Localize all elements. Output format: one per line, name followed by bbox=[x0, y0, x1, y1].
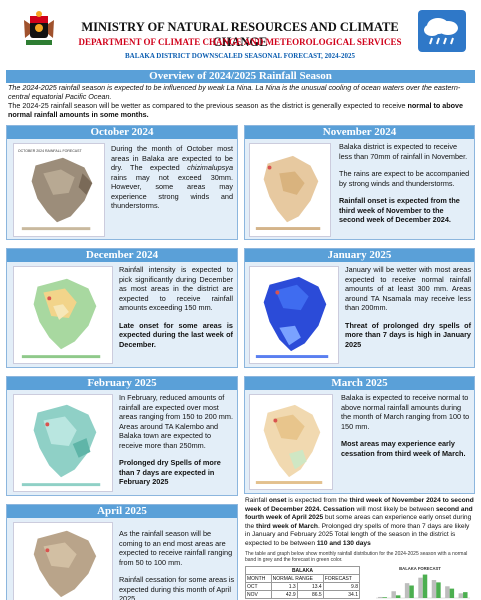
chart-bar bbox=[382, 597, 387, 598]
rainfall-map bbox=[13, 394, 113, 492]
chart-bar bbox=[404, 583, 410, 598]
chart-bar bbox=[418, 577, 423, 598]
rainfall-map bbox=[13, 522, 113, 600]
chart-bar bbox=[445, 586, 450, 598]
season-summary-text: Rainfall onset is expected from the thir… bbox=[245, 497, 474, 547]
table-row: NOV 42.9 86.5 34.1 bbox=[245, 590, 361, 599]
panel-text: January will be wetter with most areas e… bbox=[345, 265, 471, 349]
overview-text: The 2024-2025 rainfall season is expecte… bbox=[6, 83, 475, 119]
overview-line2: The 2024-25 rainfall season will be wett… bbox=[8, 101, 464, 119]
panel-title: February 2025 bbox=[7, 377, 237, 390]
panel-text: In February, reduced amounts of rainfall… bbox=[119, 393, 233, 486]
rainfall-map: OCTOBER 2024 RAINFALL FORECAST bbox=[13, 143, 105, 237]
rainfall-map bbox=[249, 143, 331, 237]
table-header: FORECAST bbox=[322, 574, 361, 583]
chart-bar bbox=[395, 595, 401, 598]
chart-bar bbox=[409, 585, 414, 598]
rainfall-map bbox=[249, 394, 333, 490]
panel-january: January 2025 January will be wetter with… bbox=[244, 248, 475, 368]
rainfall-map bbox=[13, 266, 113, 364]
panel-text: As the rainfall season will be coming to… bbox=[119, 529, 235, 600]
table-caption: The table and graph below show monthly r… bbox=[245, 551, 468, 564]
panel-text: Balaka district is expected to receive l… bbox=[339, 142, 470, 224]
chart-bar bbox=[449, 588, 455, 598]
panel-title: December 2024 bbox=[7, 249, 237, 262]
chart-bar bbox=[458, 593, 464, 598]
overview-line1: The 2024-2025 rainfall season is expecte… bbox=[8, 83, 461, 101]
rainfall-map bbox=[249, 266, 339, 364]
panel-title: March 2025 bbox=[245, 377, 474, 390]
chart-bar bbox=[431, 580, 437, 598]
chart-bar bbox=[436, 582, 441, 598]
forecast-table: BALAKA MONTH NORMAL RANGE FORECAST OCT 1.… bbox=[245, 566, 361, 599]
panel-text: Rainfall intensity is expected to pick s… bbox=[119, 265, 233, 349]
panel-march: March 2025 Balaka is expected to receive… bbox=[244, 376, 475, 494]
department-title: DEPARTMENT OF CLIMATE CHANGE AND METEORO… bbox=[78, 37, 402, 47]
weather-cloud-logo bbox=[418, 10, 466, 52]
ministry-title: MINISTRY OF NATURAL RESOURCES AND CLIMAT… bbox=[81, 20, 399, 49]
overview-heading: Overview of 2024/2025 Rainfall Season bbox=[6, 70, 475, 83]
panel-november: November 2024 Balaka district is expecte… bbox=[244, 125, 475, 240]
malawi-coat-of-arms-logo bbox=[22, 10, 56, 48]
panel-april: April 2025 As the rainfall season will b… bbox=[6, 504, 238, 600]
panel-october: October 2024 OCTOBER 2024 RAINFALL FOREC… bbox=[6, 125, 238, 240]
panel-december: December 2024 Rainfall intensity is expe… bbox=[6, 248, 238, 368]
panel-title: January 2025 bbox=[245, 249, 474, 262]
table-row: OCT 1.3 13.4 9.8 bbox=[245, 582, 361, 591]
chart-bar bbox=[391, 591, 396, 598]
panel-february: February 2025 In February, reduced amoun… bbox=[6, 376, 238, 496]
forecast-title: BALAKA DISTRICT DOWNSCALED SEASONAL FORE… bbox=[124, 52, 355, 60]
table-title: BALAKA bbox=[245, 566, 360, 575]
chart-bar bbox=[463, 592, 468, 598]
panel-title: April 2025 bbox=[7, 505, 237, 518]
panel-text: Balaka is expected to receive normal to … bbox=[341, 393, 470, 458]
table-header: MONTH bbox=[245, 574, 272, 583]
table-header: NORMAL RANGE bbox=[270, 574, 324, 583]
chart-title: BALAKA FORECAST bbox=[399, 566, 441, 571]
forecast-chart: BALAKA FORECAST bbox=[366, 564, 475, 600]
chart-bar bbox=[422, 574, 428, 598]
panel-title: November 2024 bbox=[245, 126, 474, 139]
chart-bar bbox=[378, 596, 383, 598]
panel-title: October 2024 bbox=[7, 126, 237, 139]
map-title: OCTOBER 2024 RAINFALL FORECAST bbox=[18, 149, 83, 153]
panel-text: During the month of October most areas i… bbox=[111, 144, 233, 210]
